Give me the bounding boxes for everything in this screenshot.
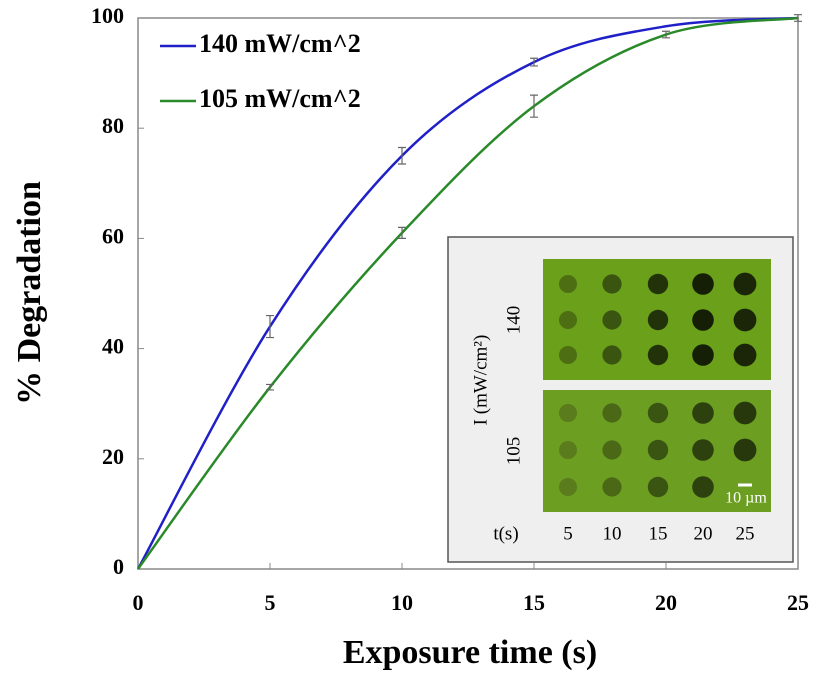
inset-dot	[559, 275, 577, 293]
inset-row-label: 140	[503, 306, 524, 335]
inset-dot	[559, 311, 577, 329]
inset-dot	[648, 477, 668, 497]
inset-dot	[602, 274, 621, 293]
inset-dot	[602, 310, 621, 329]
x-tick-label: 5	[265, 590, 276, 615]
x-tick-label: 15	[523, 590, 545, 615]
y-tick-label: 20	[102, 444, 124, 469]
y-tick-label: 0	[113, 554, 124, 579]
inset-column-label: 5	[563, 523, 573, 544]
inset-dot	[692, 439, 714, 461]
inset-dot	[648, 274, 668, 294]
error-bar	[530, 95, 538, 117]
error-bar	[266, 316, 274, 338]
inset-dot	[648, 310, 668, 330]
inset-dot	[559, 404, 577, 422]
x-tick-label: 25	[787, 590, 809, 615]
inset-dot	[602, 477, 621, 496]
inset: I (mW/cm²) 140 105 t(s) 10 µm 5 10 15 20 25	[448, 237, 793, 562]
inset-dot	[648, 440, 668, 460]
inset-dot	[648, 345, 668, 365]
y-tick-label: 40	[102, 334, 124, 359]
y-tick-label: 80	[102, 113, 124, 138]
inset-dot	[559, 441, 577, 459]
inset-dot	[692, 402, 714, 424]
chart: Exposure time (s) % Degradation I (mW/cm…	[0, 0, 816, 678]
inset-dot	[692, 344, 714, 366]
x-tick-label: 10	[391, 590, 413, 615]
inset-dot	[648, 403, 668, 423]
inset-dot	[602, 345, 621, 364]
inset-dot	[602, 403, 621, 422]
inset-dot	[734, 439, 757, 462]
inset-axis-label: I (mW/cm²)	[470, 335, 491, 426]
inset-dot	[559, 346, 577, 364]
inset-dot	[734, 273, 757, 296]
x-tick-label: 0	[133, 590, 144, 615]
inset-column-label: 20	[694, 523, 713, 544]
inset-dot	[734, 309, 757, 332]
scale-label: 10 µm	[725, 490, 767, 507]
legend-label: 140 mW/cm^2	[199, 29, 361, 58]
inset-dot	[692, 273, 714, 295]
inset-dot	[734, 344, 757, 367]
inset-dot	[559, 478, 577, 496]
inset-column-label: 25	[736, 523, 755, 544]
inset-dot	[692, 476, 714, 498]
inset-dot	[734, 402, 757, 425]
x-tick-label: 20	[655, 590, 677, 615]
error-bar	[398, 147, 406, 164]
inset-dot	[692, 309, 714, 331]
legend-label: 105 mW/cm^2	[199, 84, 361, 113]
y-axis-label: % Degradation	[11, 181, 48, 405]
inset-dot	[602, 440, 621, 459]
y-tick-label: 100	[91, 3, 124, 28]
inset-time-label: t(s)	[493, 523, 518, 544]
inset-row-label: 105	[503, 437, 524, 466]
x-axis-label: Exposure time (s)	[343, 634, 597, 671]
inset-column-label: 10	[603, 523, 622, 544]
y-tick-label: 60	[102, 223, 124, 248]
inset-column-label: 15	[649, 523, 668, 544]
